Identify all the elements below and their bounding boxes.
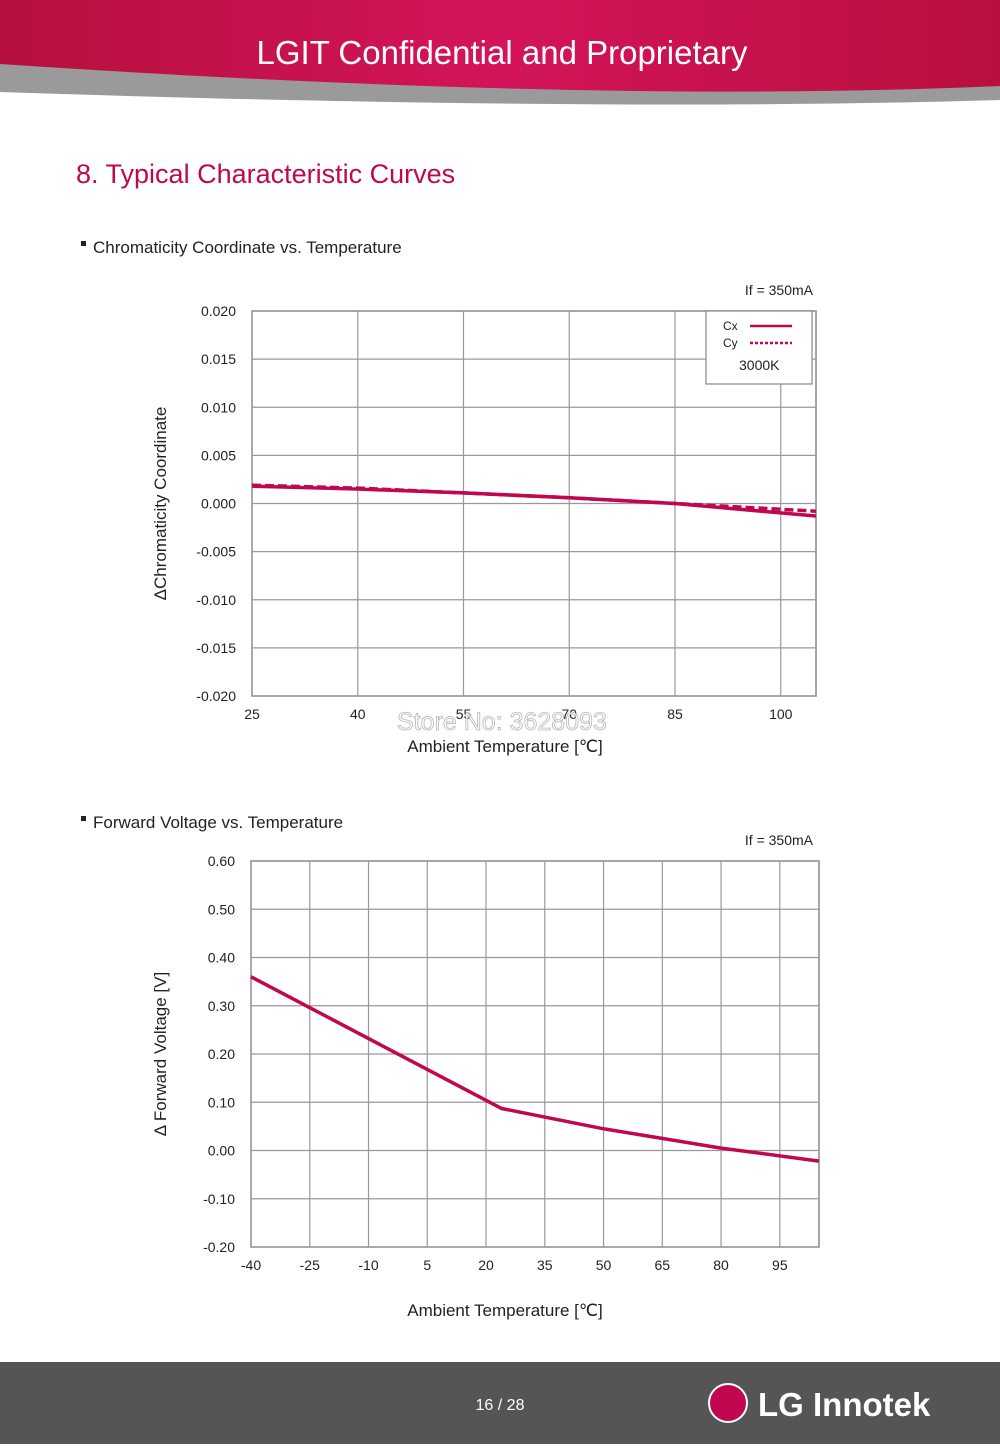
- y-tick-label: 0.40: [208, 950, 235, 966]
- y-tick-label: -0.015: [196, 640, 236, 656]
- chart-subtitle: Forward Voltage vs. Temperature: [93, 813, 343, 832]
- data-line: [251, 483, 817, 513]
- y-tick-label: 0.000: [201, 496, 236, 512]
- watermark: Store No: 3628093: [397, 708, 607, 736]
- x-tick-label: 65: [655, 1257, 671, 1273]
- x-tick-label: 25: [244, 706, 260, 722]
- y-tick-label: 0.015: [201, 351, 236, 367]
- y-tick-label: -0.005: [196, 544, 236, 560]
- legend-label: Cy: [723, 336, 738, 350]
- x-tick-label: 5: [423, 1257, 431, 1273]
- y-tick-label: 0.010: [201, 399, 236, 415]
- x-tick-label: 50: [596, 1257, 612, 1273]
- x-tick-label: 35: [537, 1257, 553, 1273]
- y-tick-label: 0.020: [201, 303, 236, 319]
- x-tick-label: 100: [769, 706, 793, 722]
- x-tick-label: 85: [667, 706, 683, 722]
- x-tick-label: -25: [300, 1257, 320, 1273]
- x-tick-label: 55: [456, 706, 472, 722]
- y-tick-label: 0.00: [208, 1143, 235, 1159]
- y-tick-label: 0.005: [201, 447, 236, 463]
- header-title: LGIT Confidential and Proprietary: [257, 34, 748, 71]
- data-line: [251, 484, 817, 518]
- y-tick-label: 0.60: [208, 853, 235, 869]
- header-band: [0, 0, 1000, 92]
- x-tick-label: 20: [478, 1257, 494, 1273]
- y-tick-label: 0.30: [208, 998, 235, 1014]
- bullet: [81, 241, 86, 246]
- y-axis-label: ΔChromaticity Coordinate: [151, 407, 170, 601]
- x-tick-label: 40: [350, 706, 366, 722]
- page-number: 16 / 28: [476, 1397, 525, 1414]
- annotation: If = 350mA: [745, 832, 814, 848]
- footer-band: [0, 1362, 1000, 1444]
- annotation: If = 350mA: [745, 282, 814, 298]
- x-axis-label: Ambient Temperature [℃]: [407, 1301, 602, 1320]
- chart: Chromaticity Coordinate vs. Temperature I…: [81, 238, 817, 756]
- logo-icon: [708, 1383, 748, 1423]
- y-tick-label: 0.50: [208, 901, 235, 917]
- y-tick-label: 0.20: [208, 1046, 235, 1062]
- chart-subtitle: Chromaticity Coordinate vs. Temperature: [93, 238, 402, 257]
- x-tick-label: 70: [561, 706, 577, 722]
- section-title: 8. Typical Characteristic Curves: [76, 159, 455, 189]
- brand: LG Innotek: [758, 1386, 931, 1423]
- legend-note: 3000K: [739, 357, 780, 373]
- y-tick-label: -0.020: [196, 688, 236, 704]
- charts: Chromaticity Coordinate vs. Temperature I…: [81, 238, 820, 1320]
- legend-label: Cx: [723, 319, 738, 333]
- legend-box: [705, 310, 813, 385]
- x-axis-label: Ambient Temperature [℃]: [407, 737, 602, 756]
- y-axis-label: Δ Forward Voltage [V]: [151, 972, 170, 1136]
- y-tick-label: -0.010: [196, 592, 236, 608]
- x-tick-label: -10: [358, 1257, 378, 1273]
- x-tick-label: -40: [241, 1257, 261, 1273]
- y-tick-label: -0.20: [203, 1239, 235, 1255]
- x-tick-label: 80: [713, 1257, 729, 1273]
- y-tick-label: 0.10: [208, 1094, 235, 1110]
- bullet: [81, 816, 86, 821]
- x-tick-label: 95: [772, 1257, 788, 1273]
- y-tick-label: -0.10: [203, 1191, 235, 1207]
- data-line: [250, 975, 820, 1163]
- chart: Forward Voltage vs. Temperature If = 350m…: [81, 813, 820, 1320]
